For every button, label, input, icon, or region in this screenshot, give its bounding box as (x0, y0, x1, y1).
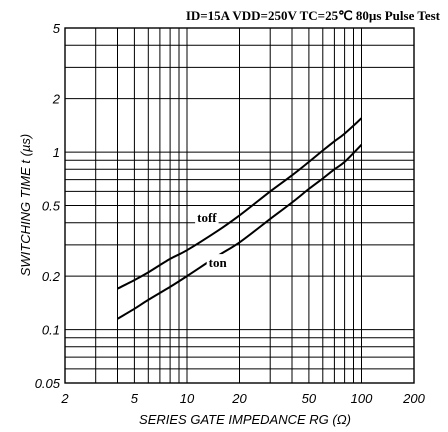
x-tick-label: 50 (302, 391, 317, 406)
x-tick-label: 5 (131, 391, 139, 406)
y-tick-label: 1 (53, 145, 60, 160)
x-tick-label: 10 (180, 391, 195, 406)
y-axis-label: SWITCHING TIME t (µs) (18, 134, 33, 277)
series-ton-label: ton (209, 255, 228, 270)
series-label-background (195, 209, 219, 226)
series-toff-label: toff (197, 210, 217, 225)
y-tick-labels: 0.05 0.1 0.2 0.5 1 2 5 (35, 21, 61, 391)
y-tick-label: 0.1 (42, 323, 60, 338)
y-tick-label: 0.5 (42, 199, 61, 214)
x-tick-label: 2 (60, 391, 69, 406)
x-tick-label: 20 (231, 391, 247, 406)
grid-lines (65, 28, 414, 383)
x-tick-labels: 2 5 10 20 50 100 200 (60, 391, 425, 406)
y-tick-label: 0.05 (35, 376, 61, 391)
series-ton-line (116, 144, 363, 320)
series-label-background (206, 254, 229, 271)
plot-frame (64, 27, 415, 384)
y-tick-label: 2 (52, 92, 61, 107)
y-tick-label: 0.2 (42, 269, 61, 284)
x-tick-label: 100 (351, 391, 373, 406)
x-axis-label: SERIES GATE IMPEDANCE RG (Ω) (139, 412, 351, 427)
series-toff-line (117, 117, 363, 290)
series-curves (116, 117, 363, 320)
series-labels: toff ton (195, 209, 229, 271)
test-conditions: ID=15A VDD=250V TC=25℃ 80µs Pulse Test (186, 8, 441, 23)
y-tick-label: 5 (53, 21, 61, 36)
x-tick-label: 200 (402, 391, 425, 406)
